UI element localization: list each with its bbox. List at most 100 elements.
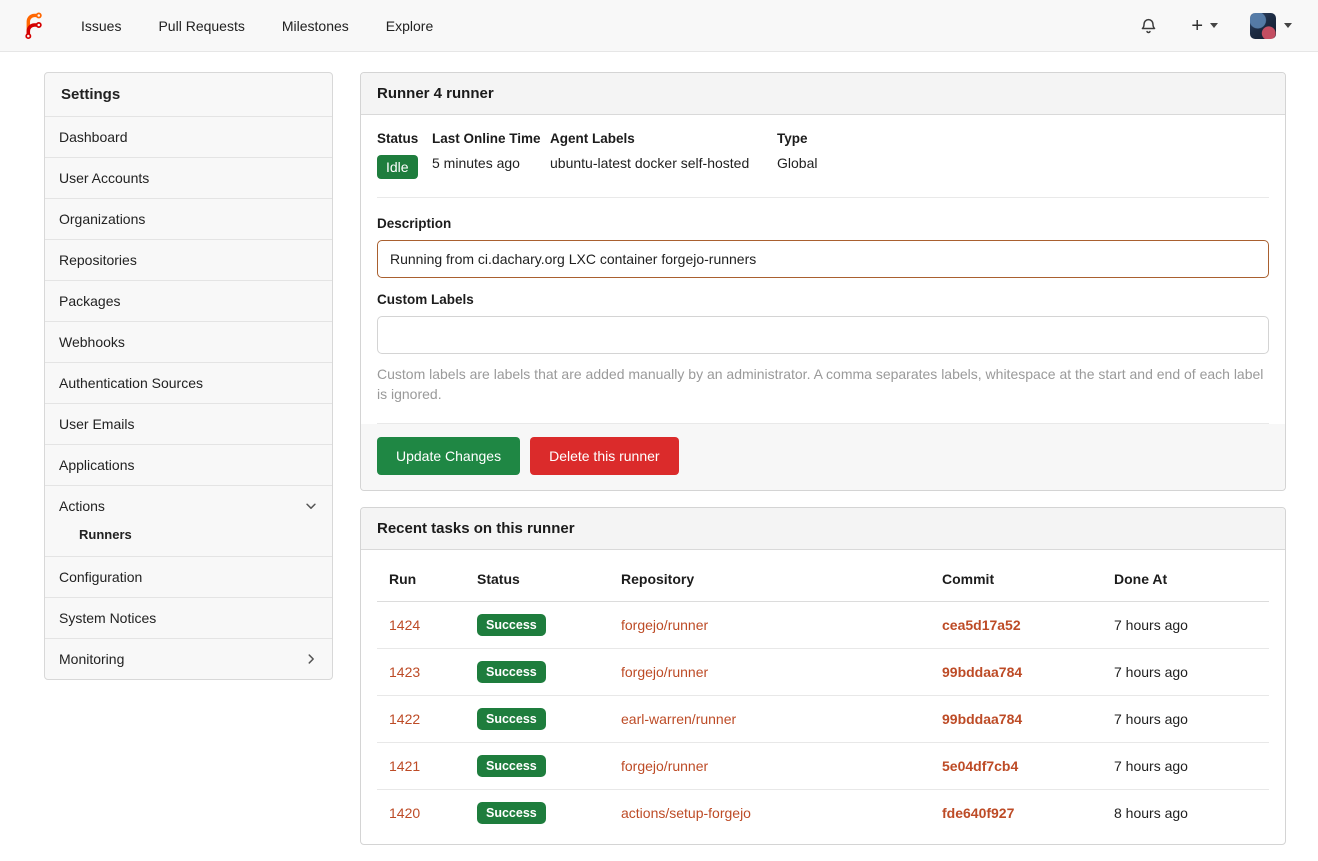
nav-link-milestones[interactable]: Milestones [281,17,349,34]
runner-edit-form: Description Custom Labels Custom labels … [361,198,1285,423]
sidebar-item-label: Organizations [59,211,146,227]
task-row: 1421 Success forgejo/runner 5e04df7cb4 7… [377,741,1269,790]
nav-link-explore[interactable]: Explore [385,17,434,34]
status-label: Status [377,131,419,146]
sidebar-item-dashboard[interactable]: Dashboard [45,116,332,157]
type-value: Global [777,155,818,171]
divider [377,197,1269,198]
description-input[interactable] [377,240,1269,278]
sidebar-item-system-notices[interactable]: System Notices [45,597,332,638]
description-label: Description [377,216,452,231]
create-new-button[interactable]: + [1185,12,1224,40]
task-run-link[interactable]: 1422 [389,710,421,727]
sidebar-item-label: Settings [61,86,121,103]
task-run-link[interactable]: 1423 [389,663,421,680]
task-commit-link[interactable]: 99bddaa784 [942,663,1023,680]
user-avatar [1250,12,1276,39]
task-run-link[interactable]: 1421 [389,757,421,774]
task-status-badge[interactable]: Success [477,660,546,683]
task-commit-link[interactable]: 5e04df7cb4 [942,757,1019,774]
sidebar-item-label: Repositories [59,252,137,268]
delete-runner-button[interactable]: Delete this runner [530,436,679,475]
nav-link-pull-requests[interactable]: Pull Requests [158,17,245,34]
sidebar-item-actions[interactable]: Actions [45,485,332,526]
task-commit-link[interactable]: 99bddaa784 [942,710,1023,727]
sidebar-item-label: Packages [59,293,121,309]
col-header-commit: Commit [930,549,1102,602]
nav-link-issues[interactable]: Issues [81,17,122,34]
task-status-badge[interactable]: Success [477,707,546,730]
sidebar-item-repositories[interactable]: Repositories [45,239,332,280]
task-status-badge[interactable]: Success [477,613,546,636]
task-run-link[interactable]: 1420 [389,804,421,821]
col-header-status: Status [465,549,609,602]
task-row: 1420 Success actions/setup-forgejo fde64… [377,788,1269,836]
tasks-table-wrap: Run Status Repository Commit Done At 142… [361,549,1285,844]
agent-labels-field: Agent Labels ubuntu-latest docker self-h… [550,131,777,179]
task-done-at: 8 hours ago [1102,788,1269,836]
task-done-at: 7 hours ago [1114,616,1188,633]
runner-status-row: Status Idle Last Online Time 5 minutes a… [361,115,1285,197]
task-done-at: 7 hours ago [1102,694,1269,743]
custom-labels-help: Custom labels are labels that are added … [377,366,1264,403]
last-online-field: Last Online Time 5 minutes ago [432,131,550,179]
custom-labels-input[interactable] [377,316,1269,354]
agent-labels-label: Agent Labels [550,131,635,146]
nav-links: Issues Pull Requests Milestones Explore [81,18,433,34]
agent-labels-value: ubuntu-latest docker self-hosted [550,155,750,171]
last-online-label: Last Online Time [432,131,541,146]
sidebar-item-webhooks[interactable]: Webhooks [45,321,332,362]
task-row: 1423 Success forgejo/runner 99bddaa784 7… [377,647,1269,696]
sidebar-item-label: Configuration [59,569,143,585]
task-commit-link[interactable]: fde640f927 [942,804,1015,821]
forgejo-logo-icon [25,12,42,40]
task-repository-link[interactable]: forgejo/runner [621,616,709,633]
navbar-right: + [1134,9,1298,43]
sidebar-item-label: Runners [79,527,132,542]
forgejo-logo[interactable] [20,10,48,41]
sidebar-item-configuration[interactable]: Configuration [45,556,332,597]
chevron-right-icon [304,652,318,666]
col-header-repository: Repository [609,549,930,602]
sidebar-item-label: Authentication Sources [59,375,203,391]
sidebar-item-label: Actions [59,498,105,514]
type-field: Type Global [777,131,817,179]
notifications-button[interactable] [1134,13,1163,39]
task-run-link[interactable]: 1424 [389,616,421,633]
task-repository-link[interactable]: earl-warren/runner [621,710,737,727]
task-row: 1422 Success earl-warren/runner 99bddaa7… [377,694,1269,743]
admin-sidebar: Settings Dashboard User Accounts Organiz… [44,72,333,680]
runner-panel-footer: Update Changes Delete this runner [361,423,1285,490]
task-status-badge[interactable]: Success [477,801,546,824]
sidebar-item-label: Monitoring [59,651,125,667]
task-commit-link[interactable]: cea5d17a52 [942,616,1021,633]
tasks-panel-title: Recent tasks on this runner [361,507,1285,550]
task-done-at: 7 hours ago [1102,647,1269,696]
sidebar-item-user-emails[interactable]: User Emails [45,403,332,444]
sidebar-item-authentication-sources[interactable]: Authentication Sources [45,362,332,403]
sidebar-item-label: User Accounts [59,170,150,186]
user-menu-button[interactable] [1244,9,1298,43]
sidebar-item-packages[interactable]: Packages [45,280,332,321]
sidebar-item-label: Webhooks [59,334,125,350]
task-status-badge[interactable]: Success [477,754,546,777]
task-repository-link[interactable]: forgejo/runner [621,663,709,680]
main-content: Runner 4 runner Status Idle Last Online … [360,72,1286,861]
bell-icon [1142,18,1156,33]
task-repository-link[interactable]: forgejo/runner [621,757,709,774]
task-repository-link[interactable]: actions/setup-forgejo [621,804,751,821]
sidebar-item-organizations[interactable]: Organizations [45,198,332,239]
sidebar-item-label: User Emails [59,416,135,432]
col-header-done-at: Done At [1102,549,1269,602]
status-field: Status Idle [377,131,432,179]
page-layout: Settings Dashboard User Accounts Organiz… [0,52,1318,861]
task-done-at: 7 hours ago [1102,741,1269,790]
sidebar-item-monitoring[interactable]: Monitoring [45,638,332,679]
sidebar-item-applications[interactable]: Applications [45,444,332,485]
last-online-value: 5 minutes ago [432,155,520,171]
sidebar-item-user-accounts[interactable]: User Accounts [45,157,332,198]
sidebar-item-runners[interactable]: Runners [45,526,332,556]
update-changes-button[interactable]: Update Changes [377,436,521,475]
caret-down-icon [1210,23,1218,28]
col-header-run: Run [377,549,465,602]
